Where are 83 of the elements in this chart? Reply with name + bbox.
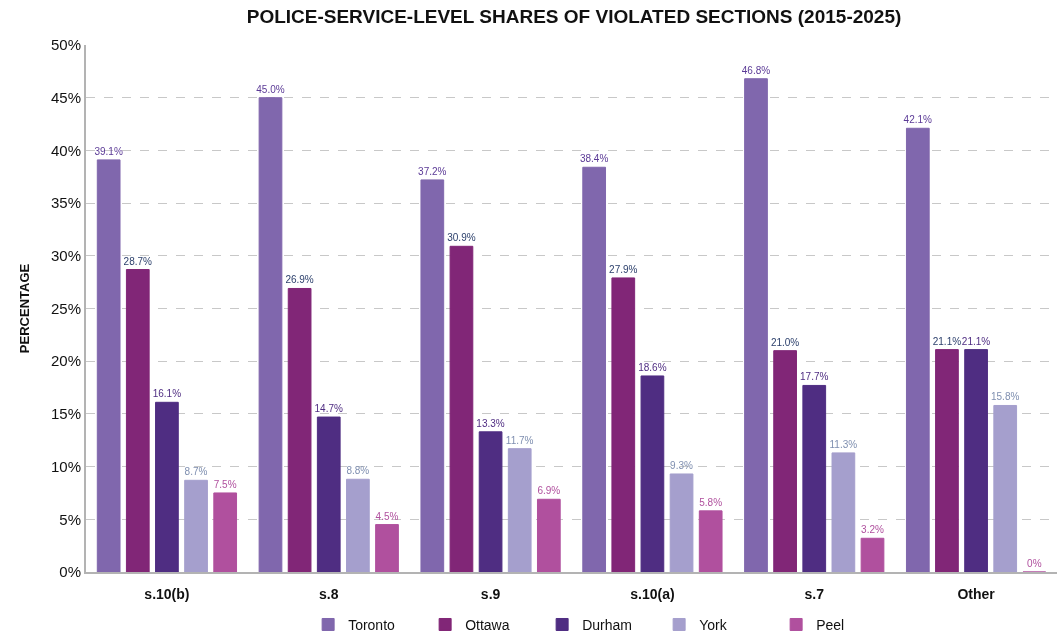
data-label: 37.2% <box>418 165 447 177</box>
data-label: 8.8% <box>346 465 370 477</box>
data-label: 27.9% <box>609 263 638 275</box>
x-tick-label: Other <box>957 585 996 602</box>
data-label: 3.2% <box>861 524 884 536</box>
data-label: 15.8% <box>990 391 1020 403</box>
data-label: 7.5% <box>213 478 237 490</box>
x-tick-label: s.10(b) <box>144 585 190 602</box>
data-label: 39.1% <box>94 145 123 157</box>
bar <box>287 287 312 572</box>
data-label: 21.1% <box>961 335 991 347</box>
bar <box>155 401 179 572</box>
data-label: 14.7% <box>314 403 343 415</box>
bar <box>831 452 856 572</box>
legend-label: York <box>699 616 728 633</box>
bar <box>698 510 723 572</box>
data-label: 45.0% <box>256 83 285 95</box>
data-label: 46.8% <box>741 64 771 76</box>
x-tick-label: s.9 <box>480 585 501 602</box>
bar <box>993 404 1018 572</box>
bar <box>184 479 208 572</box>
bar <box>449 245 474 572</box>
y-tick-label: 30% <box>50 247 81 265</box>
bar <box>125 269 150 572</box>
bar <box>420 179 445 572</box>
x-tick-label: s.10(a) <box>630 585 675 602</box>
bar <box>258 97 283 572</box>
bar <box>536 498 561 572</box>
data-label: 0% <box>1027 558 1042 569</box>
bar <box>744 78 768 572</box>
bar <box>669 473 694 572</box>
data-label: 6.9% <box>537 485 561 497</box>
data-label: 13.3% <box>476 417 505 429</box>
y-tick-label: 40% <box>50 141 81 159</box>
legend-label: Peel <box>816 616 845 633</box>
data-label: 38.4% <box>579 153 609 165</box>
data-label: 17.7% <box>800 371 829 383</box>
data-label: 9.3% <box>670 459 693 471</box>
x-tick-label: s.8 <box>319 585 339 602</box>
bar <box>935 349 959 572</box>
legend-label: Durham <box>582 616 632 633</box>
bar <box>611 277 636 572</box>
bar <box>213 492 238 572</box>
chart-title: POLICE-SERVICE-LEVEL SHARES OF VIOLATED SECTIONS (2015-2025) <box>246 5 902 27</box>
data-label: 28.7% <box>123 255 153 267</box>
y-tick-label: 45% <box>50 88 81 106</box>
data-label: 26.9% <box>285 274 314 286</box>
legend-label: Ottawa <box>465 616 510 633</box>
y-tick-label: 0% <box>59 563 81 581</box>
data-label: 18.6% <box>638 361 667 373</box>
data-label: 11.3% <box>829 438 858 450</box>
bar <box>375 524 399 572</box>
bar <box>96 159 121 572</box>
data-label: 4.5% <box>375 510 399 522</box>
y-tick-label: 50% <box>50 36 81 54</box>
bar <box>905 127 930 572</box>
data-label: 21.1% <box>932 335 962 347</box>
bar <box>582 166 607 572</box>
y-tick-label: 5% <box>59 510 81 528</box>
y-tick-label: 15% <box>50 405 81 423</box>
data-label: 11.7% <box>505 434 534 446</box>
y-axis-title: PERCENTAGE <box>17 263 33 354</box>
bar <box>507 448 532 572</box>
x-tick-label: s.7 <box>804 585 825 602</box>
y-tick-label: 10% <box>50 457 81 475</box>
bar <box>964 349 988 572</box>
data-label: 42.1% <box>903 114 933 126</box>
bar <box>346 478 370 572</box>
bar <box>773 350 797 572</box>
data-label: 8.7% <box>184 466 208 478</box>
bar <box>478 431 503 572</box>
bar <box>802 384 827 572</box>
data-label: 16.1% <box>152 388 182 400</box>
bar <box>640 375 665 572</box>
bar <box>316 416 341 572</box>
y-tick-label: 35% <box>50 194 81 212</box>
data-label: 5.8% <box>699 496 723 508</box>
data-label: 30.9% <box>447 232 476 244</box>
y-tick-label: 25% <box>50 299 81 317</box>
data-label: 21.0% <box>770 336 800 348</box>
bar <box>860 537 885 572</box>
y-tick-label: 20% <box>50 352 81 370</box>
legend-label: Toronto <box>348 616 396 633</box>
